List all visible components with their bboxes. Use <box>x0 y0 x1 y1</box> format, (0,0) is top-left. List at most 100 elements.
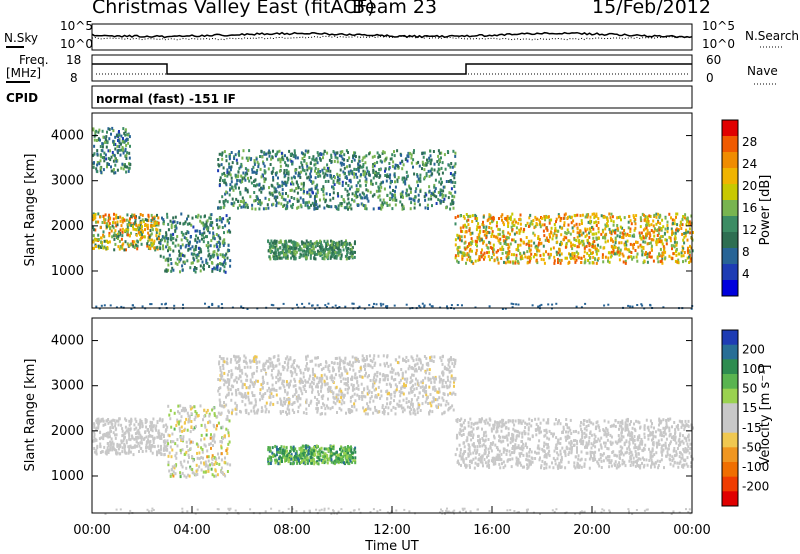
power-cell <box>141 229 144 233</box>
power-cell <box>270 239 273 243</box>
power-cell <box>99 215 101 219</box>
power-cell <box>528 246 531 250</box>
power-cell <box>330 160 333 163</box>
power-cell <box>106 165 108 169</box>
power-cell <box>105 145 108 149</box>
velocity-cell <box>410 400 413 404</box>
velocity-cell <box>210 433 212 437</box>
power-cell <box>229 264 232 268</box>
power-cell <box>342 198 345 202</box>
power-cell <box>343 206 346 210</box>
power-cell <box>153 246 156 250</box>
velocity-cell <box>103 432 106 436</box>
power-cell <box>661 251 664 255</box>
power-cell <box>258 183 261 187</box>
velocity-cell <box>227 431 230 435</box>
power-cell <box>533 233 536 237</box>
velocity-cell <box>110 419 113 423</box>
velocity-cell <box>357 357 359 361</box>
power-cell <box>646 215 649 219</box>
power-cell <box>515 220 517 224</box>
power-cell <box>465 213 468 216</box>
velocity-cell <box>308 377 311 381</box>
velocity-cell <box>118 417 121 421</box>
power-cell <box>346 250 349 254</box>
power-cell <box>339 249 342 253</box>
velocity-cell <box>167 454 170 458</box>
power-cell <box>218 184 221 188</box>
power-cell <box>106 130 108 134</box>
power-cell <box>451 180 454 184</box>
power-cell <box>625 233 628 237</box>
power-cell <box>191 252 194 256</box>
velocity-cell <box>355 408 358 412</box>
velocity-cell <box>110 422 113 426</box>
velocity-cell <box>414 382 417 386</box>
power-cell <box>123 140 126 144</box>
power-cell <box>105 239 108 243</box>
power-cell <box>467 218 470 222</box>
power-cell <box>263 151 266 155</box>
power-cell <box>500 215 503 219</box>
power-cell <box>125 143 128 147</box>
power-cell <box>349 187 351 191</box>
power-cell <box>114 143 117 146</box>
power-cell <box>124 130 127 133</box>
power-cell <box>391 193 394 197</box>
power-cell <box>415 187 418 191</box>
power-cell <box>614 245 617 249</box>
power-cell <box>358 159 361 163</box>
power-cell <box>489 241 492 245</box>
power-cell <box>686 220 689 224</box>
power-cell <box>583 250 586 254</box>
power-cell <box>648 236 651 240</box>
power-cell <box>180 253 182 257</box>
power-cell <box>315 192 318 196</box>
power-cell <box>468 242 470 246</box>
power-cell <box>165 268 168 272</box>
power-cell <box>689 231 692 235</box>
power-cell <box>354 155 357 158</box>
power-cell <box>197 236 199 240</box>
power-cell <box>288 239 291 243</box>
power-cell <box>222 243 225 247</box>
power-cell <box>431 172 434 176</box>
velocity-cell <box>356 379 359 383</box>
power-cell <box>272 251 275 255</box>
power-cell <box>249 176 252 180</box>
power-cell <box>206 225 209 229</box>
power-cell <box>192 225 195 229</box>
power-cell <box>350 207 353 211</box>
power-cell <box>686 238 689 242</box>
power-cell <box>234 183 237 187</box>
power-cell <box>287 164 290 168</box>
velocity-cell <box>92 439 95 443</box>
velocity-cell <box>245 411 248 414</box>
power-cell <box>553 223 556 226</box>
power-cell <box>659 221 662 225</box>
power-cell <box>96 152 99 156</box>
power-cell <box>371 194 374 198</box>
power-cell <box>417 199 420 203</box>
power-cell <box>517 249 520 252</box>
power-cell <box>287 171 290 175</box>
power-cell <box>135 243 138 247</box>
velocity-cell <box>226 385 229 389</box>
velocity-cell <box>371 360 374 364</box>
power-cell <box>327 242 329 246</box>
power-cell <box>491 220 493 224</box>
velocity-cell <box>223 383 226 387</box>
power-cell <box>224 174 227 178</box>
power-cell <box>164 235 167 239</box>
power-cell <box>315 200 317 204</box>
power-cell <box>524 224 527 227</box>
power-cell <box>466 245 469 249</box>
velocity-cell <box>231 392 234 396</box>
velocity-cell <box>386 397 389 401</box>
power-cell <box>101 129 104 133</box>
power-cell <box>543 215 546 219</box>
velocity-cell <box>448 365 451 369</box>
power-cell <box>116 232 119 236</box>
power-cell <box>480 251 483 255</box>
power-cell <box>418 304 421 307</box>
